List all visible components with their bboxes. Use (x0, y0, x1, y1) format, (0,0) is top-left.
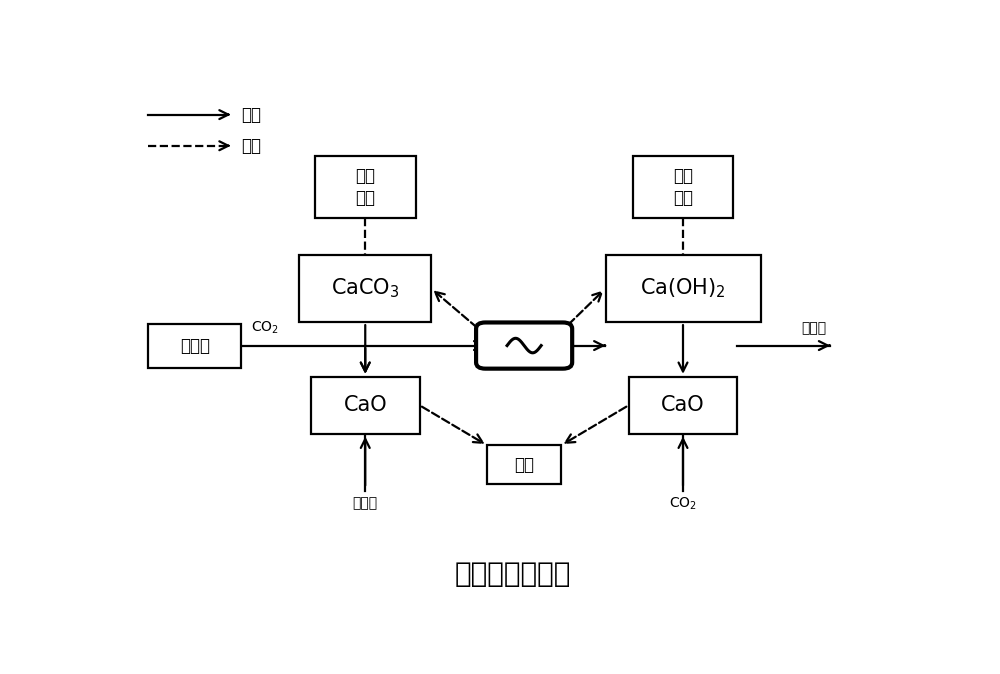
Text: 一级
储能: 一级 储能 (355, 167, 375, 208)
FancyBboxPatch shape (311, 377, 420, 434)
FancyBboxPatch shape (476, 322, 572, 369)
FancyBboxPatch shape (633, 156, 733, 218)
Text: 太阳能: 太阳能 (180, 336, 210, 355)
FancyBboxPatch shape (606, 255, 761, 322)
Text: CO$_2$: CO$_2$ (669, 496, 697, 512)
FancyBboxPatch shape (315, 156, 416, 218)
Text: 水蒸气: 水蒸气 (801, 321, 826, 335)
Text: 水蒸气: 水蒸气 (353, 496, 378, 510)
FancyBboxPatch shape (487, 446, 561, 485)
Text: CaCO$_3$: CaCO$_3$ (331, 276, 400, 301)
Text: 放能: 放能 (514, 456, 534, 474)
FancyBboxPatch shape (299, 255, 431, 322)
Text: Ca(OH)$_2$: Ca(OH)$_2$ (640, 276, 726, 301)
FancyBboxPatch shape (629, 377, 737, 434)
Text: CaO: CaO (343, 395, 387, 415)
Text: CO$_2$: CO$_2$ (251, 320, 278, 336)
Text: 放能: 放能 (241, 137, 261, 155)
Text: 梯级储能概念图: 梯级储能概念图 (454, 560, 571, 588)
Text: 二级
储能: 二级 储能 (673, 167, 693, 208)
Text: 储能: 储能 (241, 106, 261, 123)
FancyBboxPatch shape (148, 324, 241, 367)
Text: CaO: CaO (661, 395, 705, 415)
